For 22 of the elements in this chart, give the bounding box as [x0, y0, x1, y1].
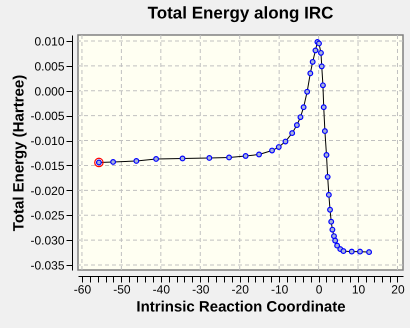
x-tick-label: 10 — [352, 282, 366, 296]
y-tick-label: -0.030 — [30, 234, 65, 248]
x-tick-label: -10 — [270, 282, 289, 296]
y-tick-label: -0.025 — [30, 208, 65, 223]
y-tick-label: -0.020 — [30, 184, 65, 198]
y-tick-label: 0.010 — [34, 34, 65, 48]
x-axis-title: Intrinsic Reaction Coordinate — [136, 298, 346, 316]
x-tick-label: -40 — [152, 282, 170, 296]
y-tick-label: 0.000 — [34, 84, 65, 98]
x-tick-label: 0 — [316, 282, 323, 296]
x-tick-label: -60 — [74, 282, 92, 296]
y-tick-label: 0.005 — [34, 59, 65, 74]
y-tick-label: -0.005 — [30, 109, 65, 124]
y-tick-label: -0.010 — [30, 134, 65, 148]
x-tick-label: 20 — [391, 282, 405, 296]
chart-title: Total Energy along IRC — [148, 4, 334, 22]
x-tick-label: -20 — [232, 282, 250, 296]
y-tick-label: -0.015 — [30, 158, 65, 173]
x-tick-label: -50 — [113, 282, 131, 296]
x-tick-label: -30 — [192, 282, 210, 296]
y-tick-label: -0.035 — [30, 258, 65, 273]
y-axis-title: Total Energy (Hartree) — [10, 74, 28, 232]
